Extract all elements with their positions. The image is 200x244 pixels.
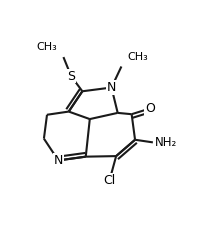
Text: N: N	[107, 81, 116, 94]
Text: Cl: Cl	[103, 174, 116, 187]
Text: CH₃: CH₃	[127, 52, 148, 62]
Text: NH₂: NH₂	[155, 136, 177, 149]
Text: O: O	[145, 102, 155, 115]
Text: CH₃: CH₃	[37, 42, 58, 52]
Text: S: S	[67, 70, 75, 83]
Text: N: N	[54, 154, 63, 167]
